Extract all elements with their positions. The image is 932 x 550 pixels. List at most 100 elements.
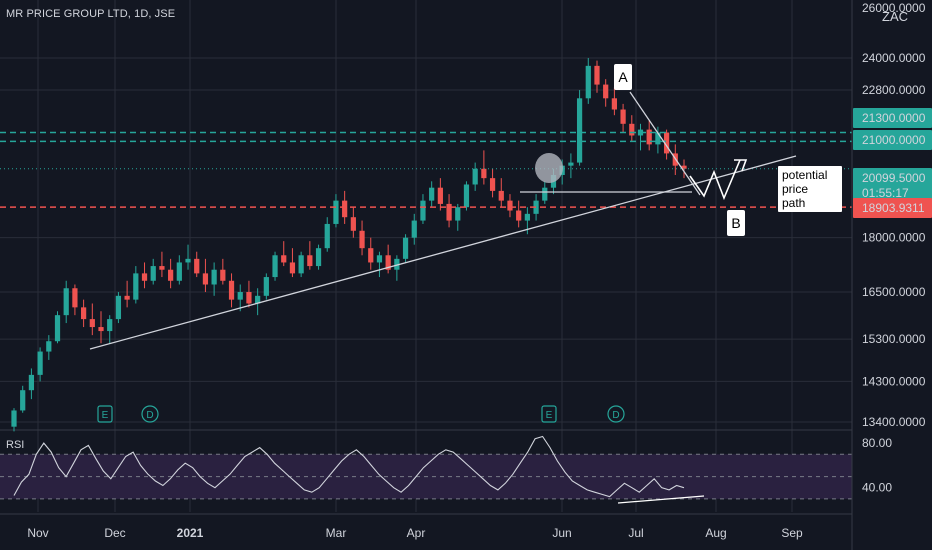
candle-body-35 (315, 248, 322, 267)
annotation-b: B (727, 210, 745, 236)
candle-body-51 (455, 207, 461, 221)
currency-label: ZAC (882, 9, 908, 24)
price-axis: 26000.0000 24000.0000 22800.0000 18000.0000… (851, 0, 932, 550)
candle-body-77 (681, 165, 687, 169)
candle-body-40 (359, 230, 365, 249)
candle-body-16 (150, 266, 156, 281)
candle-body-22 (202, 273, 209, 285)
candle-body-4 (46, 341, 52, 352)
candle-body-14 (133, 273, 139, 300)
candlestick-series (11, 58, 687, 432)
rsi-tick-label: 80.00 (862, 436, 892, 450)
candle-body-6 (63, 288, 69, 316)
price-tick-label: 22800.0000 (862, 83, 926, 97)
price-badge-label: 21000.0000 (862, 133, 926, 147)
price-badge-bg (853, 198, 932, 218)
rsi-tick-label: 40.00 (862, 481, 892, 495)
candle-body-67 (594, 65, 600, 85)
candle-body-5 (54, 315, 61, 342)
candle-body-7 (72, 288, 78, 308)
candle-body-60 (533, 200, 539, 214)
price-badge-bg (853, 130, 932, 150)
candle-body-41 (368, 248, 374, 263)
earnings-marker (97, 405, 113, 423)
time-tick-label: 2021 (177, 526, 204, 540)
event-letter: E (546, 410, 553, 421)
candle-body-42 (376, 255, 383, 263)
candle-body-58 (516, 210, 522, 221)
time-tick-label: Apr (407, 526, 426, 540)
price-tick-label: 14300.0000 (862, 374, 926, 388)
note-line-1: potential (782, 168, 828, 182)
annotation-a: A (614, 64, 632, 90)
candle-body-33 (298, 255, 304, 274)
time-tick-label: Jul (628, 526, 643, 540)
price-tick-label: 16500.0000 (862, 285, 926, 299)
candle-body-21 (194, 258, 200, 274)
dividend-marker (607, 405, 625, 423)
candle-body-17 (159, 266, 165, 270)
rsi-label: RSI (6, 439, 25, 451)
candle-body-59 (524, 213, 530, 221)
price-tick-label: 24000.0000 (862, 51, 926, 65)
candle-body-18 (168, 269, 174, 281)
candle-body-23 (211, 269, 217, 285)
candle-body-24 (220, 269, 226, 281)
candle-body-48 (429, 187, 435, 201)
candle-body-36 (324, 223, 330, 249)
time-tick-label: Sep (781, 526, 803, 540)
time-axis: Nov Dec 2021 Mar Apr Jun Jul Aug Sep (0, 513, 852, 540)
candle-body-9 (89, 319, 95, 328)
price-axis-bg (852, 0, 932, 550)
time-tick-label: Dec (104, 526, 125, 540)
ascending-trendline (89, 155, 797, 350)
potential-path (689, 159, 741, 201)
candle-body-28 (255, 295, 261, 304)
candle-body-71 (629, 123, 635, 136)
candle-body-73 (646, 129, 652, 145)
event-letter: E (102, 410, 109, 421)
price-tick-label: 13400.0000 (862, 415, 926, 429)
candle-body-12 (115, 295, 122, 320)
candle-body-1 (20, 390, 26, 411)
candle-body-3 (37, 351, 43, 375)
candle-body-45 (402, 237, 409, 259)
candle-body-34 (307, 255, 313, 267)
candle-body-20 (185, 258, 191, 263)
countdown-label: 01:55:17 (862, 186, 909, 200)
candle-body-2 (28, 374, 35, 391)
candle-body-55 (489, 178, 496, 191)
dividend-marker (141, 405, 159, 423)
candle-body-19 (176, 262, 182, 281)
candle-body-50 (446, 203, 452, 221)
candle-body-29 (263, 277, 269, 296)
candle-body-70 (620, 109, 626, 124)
note-line-2: price (782, 182, 809, 196)
candle-body-8 (81, 307, 87, 320)
candle-body-68 (603, 84, 609, 99)
highlight-ellipse (535, 153, 563, 183)
event-letter: D (146, 410, 153, 421)
candle-body-47 (420, 200, 426, 221)
candle-body-53 (472, 168, 478, 185)
candle-body-64 (568, 162, 574, 166)
rsi-line (13, 435, 685, 498)
candle-body-10 (98, 327, 104, 332)
candle-body-75 (663, 132, 670, 154)
price-badge-label: 18903.9311 (862, 201, 925, 215)
candle-body-52 (463, 184, 470, 208)
price-tick-label: 18000.0000 (862, 231, 926, 245)
candle-body-66 (585, 65, 591, 99)
candle-body-65 (576, 98, 583, 163)
line-a (629, 91, 701, 196)
candle-body-11 (107, 319, 113, 332)
trendline-drawings (89, 91, 797, 350)
candle-body-56 (498, 190, 504, 201)
candle-body-38 (342, 200, 348, 218)
time-tick-label: Mar (326, 526, 347, 540)
level-lines (0, 131, 852, 208)
path-arrow-head (734, 159, 748, 172)
rsi-trendline (617, 495, 705, 504)
